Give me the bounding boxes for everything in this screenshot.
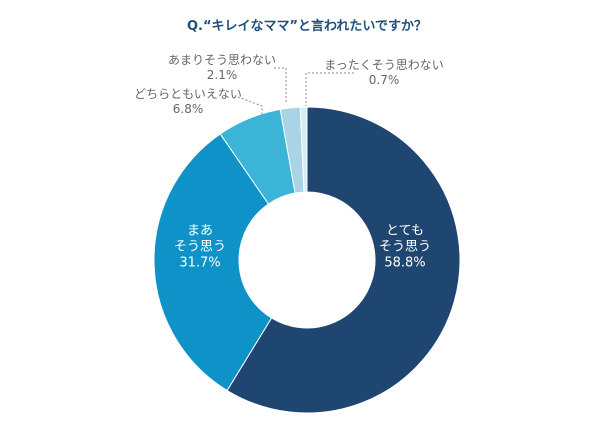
slice-label-1: とてもそう思う 58.8% [379,224,431,271]
chart-title: Q.“キレイなママ”と言われたいですか？ [187,18,427,34]
slice-5 [299,106,308,193]
slice-2 [153,133,273,392]
slice-1 [226,106,461,414]
slice-label-3: どちらともいえない 6.8% [134,87,242,116]
leader-line-5 [305,72,354,106]
leader-line-3 [237,96,263,116]
slice-label-4: あまりそう思わない 2.1% [168,53,276,82]
leader-line-4 [274,67,287,104]
slice-label-2: まあそう思う 31.7% [174,224,226,271]
slice-label-5: まったくそう思わない 0.7% [324,58,444,87]
slices-group [153,106,461,414]
labels-group: とてもそう思う 58.8% まあそう思う 31.7% どちらともいえない 6.8% あまりそ… [134,53,444,271]
